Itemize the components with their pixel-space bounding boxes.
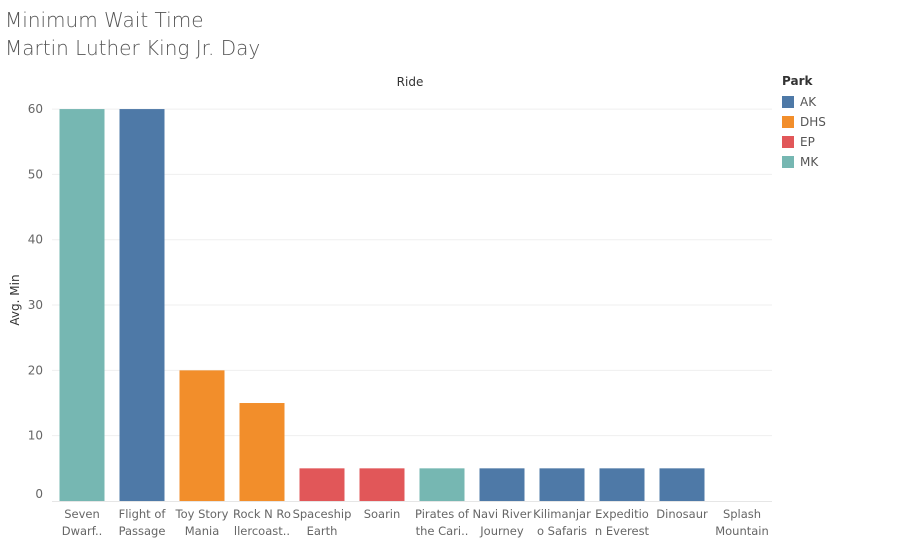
legend: Park AK DHS EP MK xyxy=(782,74,826,172)
y-tick-label: 20 xyxy=(28,363,43,377)
chart-title: Minimum Wait Time xyxy=(5,8,204,32)
bar xyxy=(299,468,345,501)
x-tick-label: Rock N Ro llercoast.. xyxy=(233,507,291,538)
y-tick-label: 50 xyxy=(28,167,43,181)
y-tick-label: 40 xyxy=(28,233,43,247)
bar xyxy=(539,468,585,501)
x-tick-label: Flight of Passage xyxy=(119,507,167,538)
bar xyxy=(179,370,225,501)
x-tick-label-line: Soarin xyxy=(364,507,401,521)
bar xyxy=(119,109,165,501)
bar xyxy=(239,403,285,501)
x-tick-label-line: Spaceship xyxy=(293,507,352,521)
x-tick-label: Seven Dwarf.. xyxy=(62,507,103,538)
x-tick-label-line: Rock N Ro xyxy=(233,507,291,521)
y-tick-label: 30 xyxy=(28,298,43,312)
x-tick-label-line: Seven xyxy=(64,507,100,521)
x-tick-label-line: Earth xyxy=(307,524,338,538)
x-axis-ticks: Seven Dwarf.. Flight of Passage Toy Story Man… xyxy=(62,507,769,538)
x-tick-label-line: Expeditio xyxy=(595,507,649,521)
legend-swatch xyxy=(782,96,794,108)
chart-subtitle: Martin Luther King Jr. Day xyxy=(5,36,261,60)
bar xyxy=(479,468,525,501)
bar xyxy=(59,109,105,501)
legend-label: MK xyxy=(800,155,819,169)
x-tick-label: Kilimanjar o Safaris xyxy=(533,507,591,538)
legend-item[interactable]: EP xyxy=(782,132,826,152)
legend-title: Park xyxy=(782,74,813,88)
x-tick-label-line: Dinosaur xyxy=(656,507,708,521)
legend-swatch xyxy=(782,116,794,128)
x-tick-label: Toy Story Mania xyxy=(175,507,229,538)
legend-swatch xyxy=(782,156,794,168)
x-tick-label-line: Dwarf.. xyxy=(62,524,103,538)
x-tick-label: Navi River Journey xyxy=(472,507,531,538)
legend-item[interactable]: DHS xyxy=(782,112,826,132)
x-tick-label-line: n Everest xyxy=(595,524,650,538)
x-tick-label-line: llercoast.. xyxy=(234,524,290,538)
x-tick-label-line: Navi River xyxy=(472,507,531,521)
legend-label: DHS xyxy=(800,115,826,129)
bar xyxy=(419,468,465,501)
y-axis-label: Avg. Min xyxy=(8,274,22,325)
x-axis-label: Ride xyxy=(397,75,424,89)
x-tick-label-line: the Cari.. xyxy=(416,524,469,538)
gridlines xyxy=(52,108,772,502)
y-tick-label: 10 xyxy=(28,429,43,443)
x-tick-label-line: Toy Story xyxy=(175,507,229,521)
y-tick-label: 60 xyxy=(28,102,43,116)
x-tick-label: Expeditio n Everest xyxy=(595,507,650,538)
x-tick-label-line: Mountain xyxy=(715,524,769,538)
y-axis-ticks: 0 10 20 30 40 50 60 xyxy=(28,102,43,501)
x-tick-label-line: Flight of xyxy=(119,507,167,521)
x-tick-label-line: Journey xyxy=(479,524,524,538)
bar xyxy=(659,468,705,501)
bars xyxy=(59,109,705,501)
x-tick-label: Pirates of the Cari.. xyxy=(415,507,470,538)
x-tick-label-line: Kilimanjar xyxy=(533,507,591,521)
x-tick-label-line: o Safaris xyxy=(537,524,587,538)
x-tick-label-line: Mania xyxy=(185,524,220,538)
x-tick-label-line: Pirates of xyxy=(415,507,470,521)
legend-swatch xyxy=(782,136,794,148)
bar xyxy=(359,468,405,501)
legend-label: AK xyxy=(800,95,817,109)
x-tick-label-line: Passage xyxy=(119,524,166,538)
legend-label: EP xyxy=(800,135,815,149)
x-tick-label: Splash Mountain xyxy=(715,507,769,538)
y-tick-label: 0 xyxy=(35,487,43,501)
x-tick-label: Dinosaur xyxy=(656,507,708,521)
legend-item[interactable]: MK xyxy=(782,152,826,172)
x-tick-label-line: Splash xyxy=(723,507,761,521)
x-tick-label: Soarin xyxy=(364,507,401,521)
legend-item[interactable]: AK xyxy=(782,92,826,112)
bar xyxy=(599,468,645,501)
x-tick-label: Spaceship Earth xyxy=(293,507,352,538)
